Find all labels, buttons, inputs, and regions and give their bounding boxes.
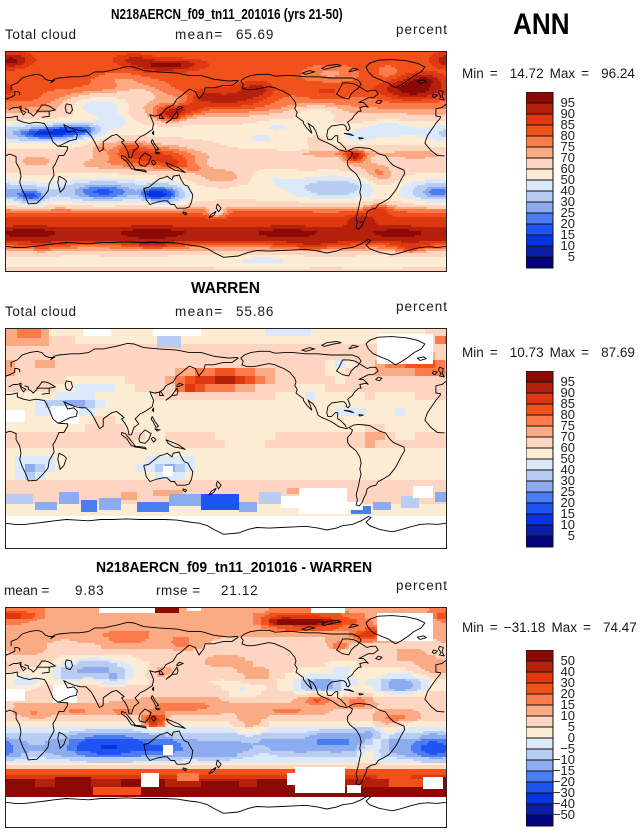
svg-text:85: 85 bbox=[561, 117, 575, 132]
svg-text:60: 60 bbox=[561, 440, 575, 455]
svg-text:40: 40 bbox=[561, 183, 575, 198]
svg-text:20: 20 bbox=[561, 686, 575, 701]
svg-text:30: 30 bbox=[561, 675, 575, 690]
svg-text:80: 80 bbox=[561, 128, 575, 143]
svg-text:40: 40 bbox=[561, 664, 575, 679]
svg-text:−20: −20 bbox=[553, 774, 575, 789]
svg-text:−50: −50 bbox=[553, 807, 575, 822]
svg-text:30: 30 bbox=[561, 473, 575, 488]
svg-text:15: 15 bbox=[561, 227, 575, 242]
svg-text:70: 70 bbox=[561, 150, 575, 165]
svg-text:15: 15 bbox=[561, 697, 575, 712]
svg-text:75: 75 bbox=[561, 139, 575, 154]
svg-text:95: 95 bbox=[561, 374, 575, 389]
svg-text:20: 20 bbox=[561, 216, 575, 231]
svg-text:30: 30 bbox=[561, 194, 575, 209]
svg-text:−30: −30 bbox=[553, 785, 575, 800]
svg-text:85: 85 bbox=[561, 396, 575, 411]
svg-text:10: 10 bbox=[561, 238, 575, 253]
svg-text:50: 50 bbox=[561, 653, 575, 668]
svg-text:5: 5 bbox=[568, 528, 575, 543]
svg-text:25: 25 bbox=[561, 484, 575, 499]
svg-text:−15: −15 bbox=[553, 763, 575, 778]
svg-text:10: 10 bbox=[561, 517, 575, 532]
svg-text:90: 90 bbox=[561, 385, 575, 400]
svg-text:20: 20 bbox=[561, 495, 575, 510]
svg-text:60: 60 bbox=[561, 161, 575, 176]
svg-text:−10: −10 bbox=[553, 752, 575, 767]
svg-text:70: 70 bbox=[561, 429, 575, 444]
svg-text:−5: −5 bbox=[560, 741, 575, 756]
svg-text:25: 25 bbox=[561, 205, 575, 220]
svg-text:50: 50 bbox=[561, 172, 575, 187]
svg-text:95: 95 bbox=[561, 95, 575, 110]
svg-text:15: 15 bbox=[561, 506, 575, 521]
svg-text:−40: −40 bbox=[553, 796, 575, 811]
svg-text:10: 10 bbox=[561, 708, 575, 723]
svg-text:50: 50 bbox=[561, 451, 575, 466]
svg-text:40: 40 bbox=[561, 462, 575, 477]
svg-text:5: 5 bbox=[568, 719, 575, 734]
svg-text:5: 5 bbox=[568, 249, 575, 264]
svg-text:0: 0 bbox=[568, 730, 575, 745]
svg-text:75: 75 bbox=[561, 418, 575, 433]
svg-text:80: 80 bbox=[561, 407, 575, 422]
svg-text:90: 90 bbox=[561, 106, 575, 121]
